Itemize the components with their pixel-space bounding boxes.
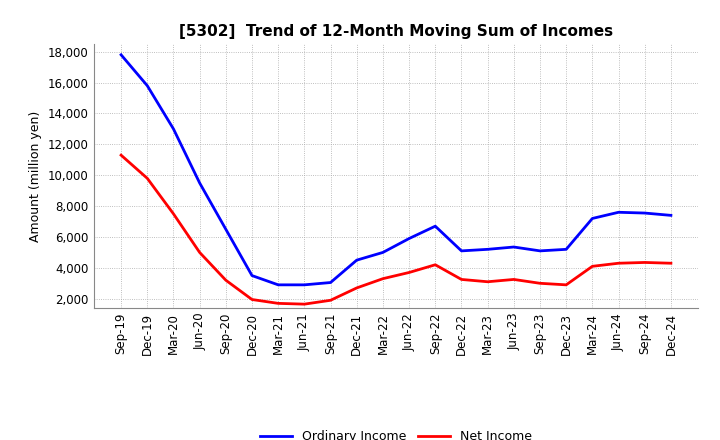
Legend: Ordinary Income, Net Income: Ordinary Income, Net Income [256, 425, 536, 440]
Net Income [326, 297, 335, 303]
Net Income [195, 250, 204, 255]
Net Income [536, 281, 544, 286]
Ordinary Income [352, 257, 361, 263]
Ordinary Income [379, 250, 387, 255]
Net Income [379, 276, 387, 281]
Ordinary Income [326, 280, 335, 285]
Ordinary Income [510, 244, 518, 249]
Net Income [457, 277, 466, 282]
Net Income [274, 301, 282, 306]
Ordinary Income [667, 213, 675, 218]
Net Income [352, 285, 361, 290]
Net Income [300, 301, 309, 307]
Ordinary Income [536, 248, 544, 253]
Line: Net Income: Net Income [121, 155, 671, 304]
Net Income [222, 278, 230, 283]
Net Income [640, 260, 649, 265]
Ordinary Income [431, 224, 440, 229]
Ordinary Income [457, 248, 466, 253]
Ordinary Income [195, 180, 204, 186]
Ordinary Income [640, 210, 649, 216]
Ordinary Income [117, 52, 125, 58]
Line: Ordinary Income: Ordinary Income [121, 55, 671, 285]
Net Income [510, 277, 518, 282]
Ordinary Income [614, 209, 623, 215]
Ordinary Income [248, 273, 256, 278]
Net Income [169, 211, 178, 216]
Net Income [143, 176, 152, 181]
Title: [5302]  Trend of 12-Month Moving Sum of Incomes: [5302] Trend of 12-Month Moving Sum of I… [179, 24, 613, 39]
Ordinary Income [143, 83, 152, 88]
Ordinary Income [169, 126, 178, 132]
Net Income [667, 260, 675, 266]
Net Income [588, 264, 597, 269]
Ordinary Income [222, 227, 230, 232]
Net Income [117, 153, 125, 158]
Net Income [248, 297, 256, 302]
Y-axis label: Amount (million yen): Amount (million yen) [30, 110, 42, 242]
Ordinary Income [405, 236, 413, 241]
Ordinary Income [300, 282, 309, 287]
Net Income [405, 270, 413, 275]
Net Income [431, 262, 440, 268]
Ordinary Income [274, 282, 282, 287]
Net Income [562, 282, 570, 287]
Ordinary Income [588, 216, 597, 221]
Ordinary Income [483, 247, 492, 252]
Net Income [483, 279, 492, 284]
Ordinary Income [562, 247, 570, 252]
Net Income [614, 260, 623, 266]
